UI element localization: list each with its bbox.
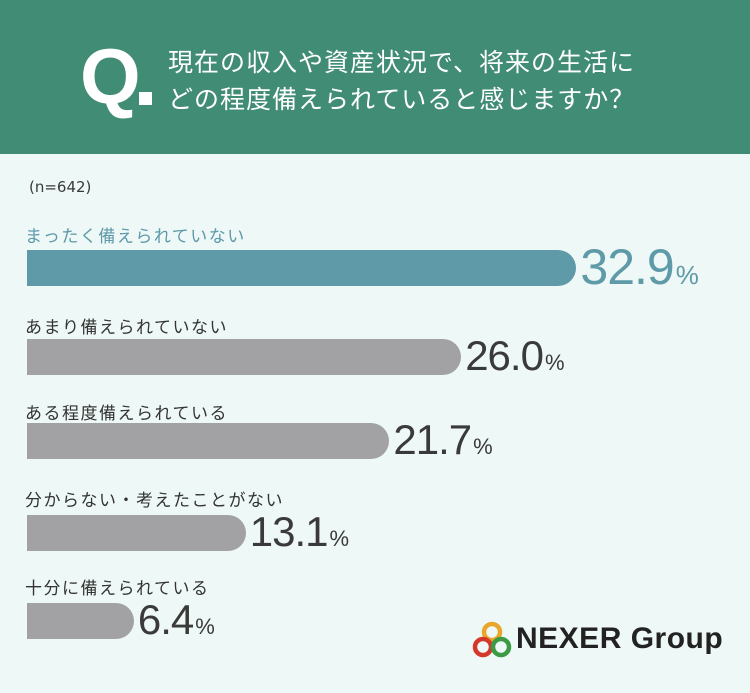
value-number: 13.1 xyxy=(249,507,329,555)
category-label: あまり備えられていない xyxy=(25,318,228,338)
value-label: 13.1% xyxy=(250,508,349,556)
logo-text: NEXER Group xyxy=(516,622,724,655)
value-number: 21.7 xyxy=(393,415,472,463)
value-label: 6.4% xyxy=(138,596,215,644)
question-text: 現在の収入や資産状況で、将来の生活に どの程度備えられていると感じますか？ xyxy=(168,44,728,118)
q-dot xyxy=(139,92,152,105)
bar xyxy=(27,339,462,375)
value-label: 21.7% xyxy=(393,416,492,464)
percent-sign: % xyxy=(473,433,493,459)
sample-size: (n=642) xyxy=(29,178,92,196)
logo-rings-icon xyxy=(472,621,512,658)
bar xyxy=(27,603,134,639)
q-mark: Q xyxy=(80,32,141,120)
bar xyxy=(27,250,577,286)
percent-sign: % xyxy=(329,525,350,551)
question-line-2: どの程度備えられていると感じますか？ xyxy=(168,85,636,114)
category-label: 分からない・考えたことがない xyxy=(25,491,284,511)
category-label: ある程度備えられている xyxy=(25,404,228,424)
value-number: 6.4 xyxy=(137,595,194,643)
category-label: 十分に備えられている xyxy=(25,579,210,599)
percent-sign: % xyxy=(544,349,565,375)
question-header: Q 現在の収入や資産状況で、将来の生活に どの程度備えられていると感じますか？ xyxy=(0,0,750,154)
category-label: まったく備えられていない xyxy=(25,227,246,247)
value-number: 26.0 xyxy=(465,331,544,379)
question-line-1: 現在の収入や資産状況で、将来の生活に xyxy=(168,48,636,77)
value-label: 26.0% xyxy=(465,332,564,380)
value-label: 32.9% xyxy=(580,238,698,296)
bar xyxy=(27,515,246,551)
value-number: 32.9 xyxy=(580,239,674,295)
percent-sign: % xyxy=(675,260,699,290)
bar xyxy=(27,423,390,459)
percent-sign: % xyxy=(195,613,215,639)
nexer-logo: NEXER Group xyxy=(470,620,730,662)
